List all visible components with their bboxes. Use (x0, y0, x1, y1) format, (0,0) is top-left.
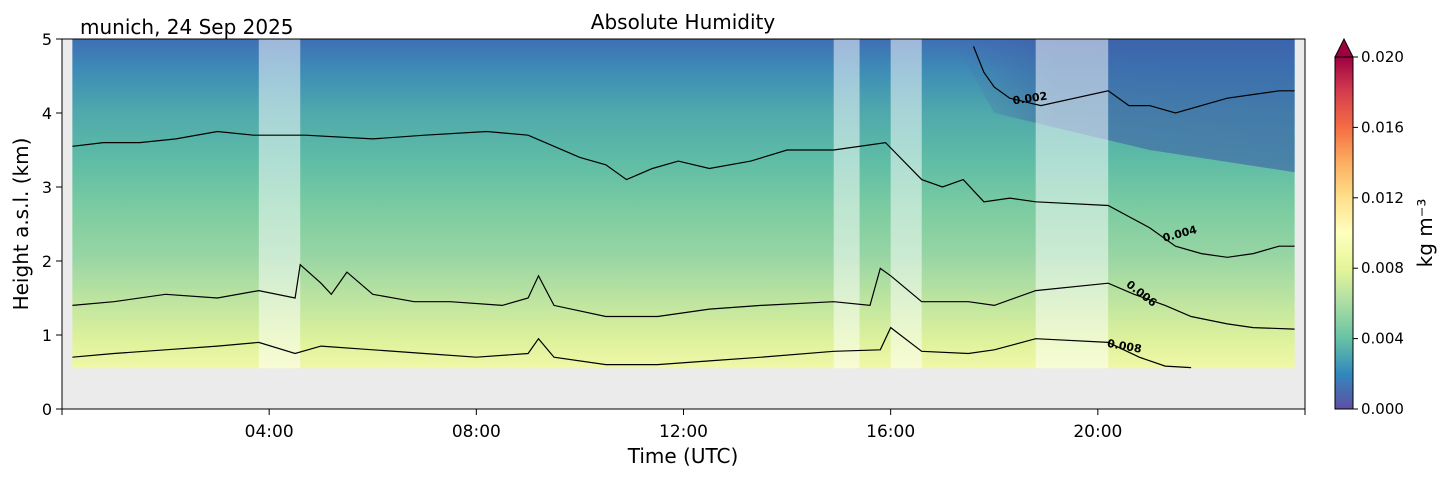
contour-line-0.002 (972, 46, 1295, 114)
x-tick-label: 08:00 (452, 422, 501, 442)
colorbar-extend-arrow (1334, 37, 1354, 58)
colorbar-tick-label: 0.012 (1361, 189, 1404, 207)
y-tick-label: 5 (42, 30, 52, 49)
y-tick-label: 4 (42, 104, 52, 123)
colorbar-tick-label: 0.008 (1361, 259, 1404, 277)
colorbar-tick-label: 0.004 (1361, 330, 1404, 348)
contour-line-0.006 (72, 263, 1295, 330)
colorbar: 0.000 0.004 0.008 0.012 0.016 0.020 kg m⁻³ (1334, 37, 1437, 418)
contour-line-0.004 (72, 130, 1295, 258)
masked-interval (258, 39, 301, 369)
masked-interval (833, 39, 860, 369)
y-axis-label: Height a.s.l. (km) (9, 138, 33, 311)
colorbar-ticks: 0.000 0.004 0.008 0.012 0.016 0.020 (1353, 48, 1404, 418)
y-axis: 0 1 2 3 4 5 (42, 30, 62, 419)
contour-lines (72, 46, 1295, 369)
colorbar-label: kg m⁻³ (1413, 199, 1437, 268)
x-axis-label: Time (UTC) (627, 444, 739, 468)
colorbar-tick-label: 0.000 (1361, 400, 1404, 418)
contour-label: 0.002 (1012, 90, 1048, 108)
y-tick-label: 0 (42, 400, 52, 419)
masked-interval (890, 39, 922, 369)
y-tick-label: 2 (42, 252, 52, 271)
contour-label: 0.008 (1106, 337, 1143, 356)
x-tick-label: 12:00 (659, 422, 708, 442)
masked-intervals (258, 39, 1109, 369)
y-tick-label: 3 (42, 178, 52, 197)
contour-line-0.008 (72, 326, 1192, 369)
y-tick-label: 1 (42, 326, 52, 345)
colorbar-gradient (1335, 57, 1353, 409)
x-tick-label: 20:00 (1073, 422, 1122, 442)
colorbar-tick-label: 0.016 (1361, 118, 1404, 136)
x-axis: 04:00 08:00 12:00 16:00 20:00 (61, 409, 1306, 442)
colorbar-frame (1334, 56, 1354, 410)
colorbar-tick-label: 0.020 (1361, 48, 1404, 66)
humidity-field (72, 39, 1295, 369)
x-tick-label: 04:00 (245, 422, 294, 442)
location-date-label: munich, 24 Sep 2025 (80, 15, 294, 39)
chart-title: Absolute Humidity (591, 10, 776, 34)
x-tick-label: 16:00 (866, 422, 915, 442)
